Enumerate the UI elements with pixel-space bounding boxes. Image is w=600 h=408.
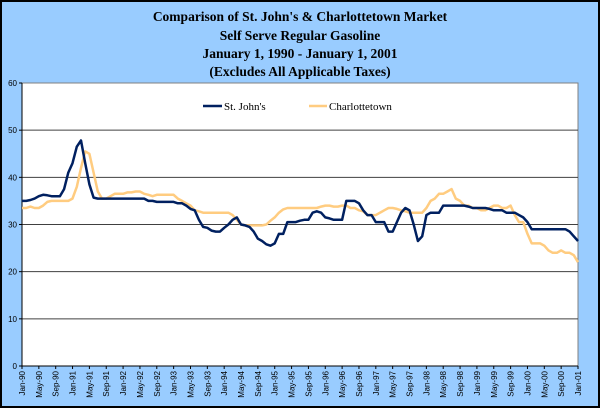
x-tick-label: Sep-93 <box>203 370 212 396</box>
x-tick-label: Sep-97 <box>406 370 415 396</box>
x-tick-label: Jan-92 <box>119 370 128 395</box>
x-tick-label: Jan-94 <box>220 370 229 395</box>
x-tick-label: May-00 <box>540 370 549 397</box>
y-tick-label: 0 <box>13 362 18 371</box>
x-tick-label: Jan-00 <box>523 370 532 395</box>
x-tick-label: Jan-91 <box>69 370 78 395</box>
x-tick-label: May-99 <box>490 370 499 397</box>
x-tick-label: Jan-95 <box>271 370 280 395</box>
x-tick-label: May-91 <box>85 370 94 397</box>
x-tick-label: Jan-90 <box>18 370 27 395</box>
y-tick-label: 20 <box>8 268 17 277</box>
series-lines <box>22 139 580 263</box>
series-line-st-johns <box>22 139 579 247</box>
x-tick-label: Sep-94 <box>254 370 263 396</box>
legend-label-charlottetown: Charlottetown <box>329 101 392 113</box>
x-tick-label: May-95 <box>288 370 297 397</box>
x-tick-label: Sep-99 <box>507 370 516 396</box>
x-tick-label: Jan-96 <box>321 370 330 395</box>
x-tick-label: Jan-01 <box>574 370 583 395</box>
x-tick-label: Sep-91 <box>102 370 111 396</box>
x-tick-label: May-94 <box>237 370 246 397</box>
x-tick-label: Sep-96 <box>355 370 364 396</box>
x-tick-label: Sep-98 <box>456 370 465 396</box>
x-tick-label: Jan-93 <box>170 370 179 395</box>
y-tick-label: 40 <box>8 173 17 182</box>
gridlines <box>22 129 578 320</box>
x-tick-label: May-98 <box>439 370 448 397</box>
series-line-charlottetown <box>22 150 580 263</box>
y-tick-label: 30 <box>8 221 17 230</box>
x-tick-label: Sep-95 <box>304 370 313 396</box>
chart-title-line-1: Comparison of St. John's & Charlottetown… <box>152 9 448 24</box>
x-tick-label: Jan-98 <box>422 370 431 395</box>
legend-label-st-johns: St. John's <box>224 101 266 113</box>
x-tick-label: Sep-90 <box>52 370 61 396</box>
x-tick-label: Sep-00 <box>557 370 566 396</box>
y-tick-label: 60 <box>8 79 17 88</box>
y-tick-label: 50 <box>8 126 17 135</box>
legend: St. John's Charlottetown <box>203 101 392 113</box>
x-tick-label: May-93 <box>186 370 195 397</box>
x-tick-label: May-96 <box>338 370 347 397</box>
x-tick-label: May-92 <box>136 370 145 397</box>
y-tick-label: 10 <box>8 315 17 324</box>
x-axis: Jan-90 May-90 Sep-90 Jan-91 May-91 Sep-91 Jan-… <box>18 365 583 398</box>
y-axis: 0 10 20 30 40 50 60 <box>8 79 23 371</box>
x-tick-label: Sep-92 <box>153 370 162 396</box>
x-tick-label: May-97 <box>389 370 398 397</box>
chart-title-line-2: Self Serve Regular Gasoline <box>219 28 381 43</box>
chart-title-line-3: January 1, 1990 - January 1, 2001 <box>202 46 398 61</box>
chart-title-line-4: (Excludes All Applicable Taxes) <box>209 64 391 79</box>
x-tick-label: Jan-99 <box>473 370 482 395</box>
x-tick-label: May-90 <box>35 370 44 397</box>
x-tick-label: Jan-97 <box>372 370 381 395</box>
